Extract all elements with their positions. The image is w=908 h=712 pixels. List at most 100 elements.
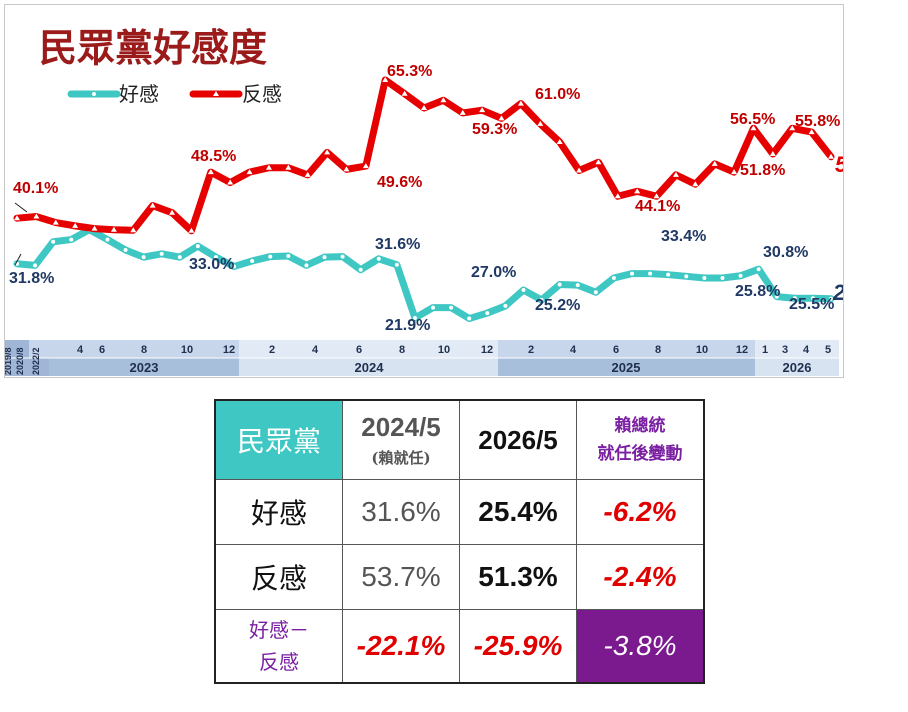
series-layer (13, 76, 835, 323)
data-point (285, 164, 292, 170)
header-change: 賴總統 就任後變動 (576, 399, 705, 480)
data-point (72, 222, 79, 228)
data-point (51, 239, 56, 244)
data-point (711, 160, 718, 166)
x-tick-month: 3 (782, 344, 788, 356)
series-line (13, 226, 835, 323)
data-label: 31.6% (375, 236, 420, 253)
cell-unfavor-2026: 51.3% (459, 544, 577, 610)
summary-table: 民眾黨 2024/5 (賴就任) 2026/5 賴總統 就任後變動 好感 31.… (214, 399, 705, 684)
data-point (105, 237, 110, 242)
data-point (421, 104, 427, 110)
legend-label-unfavor: 反感 (242, 82, 282, 106)
chart-title: 民眾黨好感度 (39, 25, 267, 70)
data-point (792, 296, 797, 301)
x-year-label: 2024 (355, 360, 385, 375)
data-point (808, 129, 815, 135)
data-point (702, 275, 707, 280)
data-point (611, 275, 616, 280)
data-point (503, 303, 508, 308)
data-label: 21.9% (385, 317, 430, 334)
data-point (304, 263, 309, 268)
data-point (614, 193, 621, 199)
leader-line-first-favor (14, 253, 22, 266)
data-label: 49.6% (377, 174, 422, 191)
row-label-diff-line2: 反感 (259, 650, 299, 674)
data-point (343, 166, 350, 172)
legend-marker-favor (92, 92, 96, 96)
data-point (412, 316, 417, 320)
x-tick-month: 4 (803, 344, 810, 356)
x-tick-vertical: 2019/8 (5, 347, 13, 375)
data-point (322, 255, 327, 260)
header-2026: 2026/5 (459, 399, 577, 480)
cell-diff-2026: -25.9% (459, 609, 577, 684)
data-point (110, 226, 117, 232)
data-point (539, 297, 544, 302)
data-point (810, 296, 815, 301)
row-label-unfavor: 反感 (214, 544, 343, 610)
header-change-line1: 賴總統 (614, 416, 666, 436)
data-point (91, 225, 98, 231)
data-point (630, 271, 635, 276)
data-point (213, 255, 218, 260)
x-tick-month: 12 (223, 344, 235, 356)
data-label: 30.8% (763, 244, 808, 261)
data-label: 25.8% (735, 283, 780, 300)
data-point (537, 120, 544, 126)
data-point (556, 138, 563, 144)
row-label-diff: 好感－ 反感 (214, 609, 343, 684)
data-point (828, 153, 834, 159)
cell-diff-2024: -22.1% (342, 609, 460, 684)
cell-diff-change: -3.8% (576, 609, 705, 684)
favorability-line-chart: 民眾黨好感度 好感 反感 40.1%48.5%49.6%65.3%59.3%61… (5, 25, 843, 376)
x-tick-month: 5 (825, 344, 831, 356)
x-year-label: 2025 (612, 360, 641, 375)
header-2024: 2024/5 (賴就任) (342, 399, 460, 480)
data-point (268, 254, 273, 259)
cell-favor-change: -6.2% (576, 479, 705, 545)
data-point (141, 255, 146, 260)
x-tick-month: 6 (613, 344, 619, 356)
data-point (304, 171, 311, 177)
data-point (149, 202, 156, 208)
data-label: 55.8% (795, 113, 840, 130)
data-label: 56.5% (730, 111, 775, 128)
legend: 好感 反感 (67, 82, 282, 106)
value-labels: 40.1% 48.5% 49.6% 65.3% 59.3% 61.0% 44.1% 56.5%… (9, 63, 843, 334)
x-tick-vertical: 2022/2 (31, 347, 41, 375)
data-point (517, 100, 524, 106)
data-point (376, 256, 381, 261)
data-point (324, 149, 331, 155)
data-point (362, 163, 369, 169)
data-point (634, 188, 641, 194)
data-label: 61.0% (535, 86, 580, 103)
x-tick-month: 4 (570, 344, 577, 356)
data-point (401, 90, 408, 96)
data-label: 25.4% (832, 280, 843, 305)
data-point (479, 107, 486, 113)
data-point (653, 193, 660, 199)
x-tick-month: 12 (481, 344, 493, 356)
data-point (449, 305, 454, 310)
x-tick-month: 10 (181, 344, 193, 356)
data-label: 27.0% (471, 264, 516, 281)
table-row: 好感 31.6% 25.4% -6.2% (214, 479, 705, 545)
data-point (33, 263, 38, 268)
data-point (394, 262, 399, 267)
x-tick-month: 4 (77, 344, 84, 356)
data-point (52, 219, 59, 225)
data-point (756, 267, 761, 272)
data-point (575, 283, 580, 288)
header-2024-date: 2024/5 (361, 412, 441, 442)
x-year-label: 2026 (783, 360, 812, 375)
data-point (246, 169, 253, 175)
leader-line-first-unfavor (14, 202, 28, 213)
x-tick-month: 2 (269, 344, 275, 356)
data-label: 40.1% (13, 180, 58, 197)
data-point (485, 311, 490, 316)
data-label: 33.0% (189, 256, 234, 273)
data-point (69, 237, 74, 242)
data-point (340, 254, 345, 259)
x-year-label: 2023 (130, 360, 159, 375)
